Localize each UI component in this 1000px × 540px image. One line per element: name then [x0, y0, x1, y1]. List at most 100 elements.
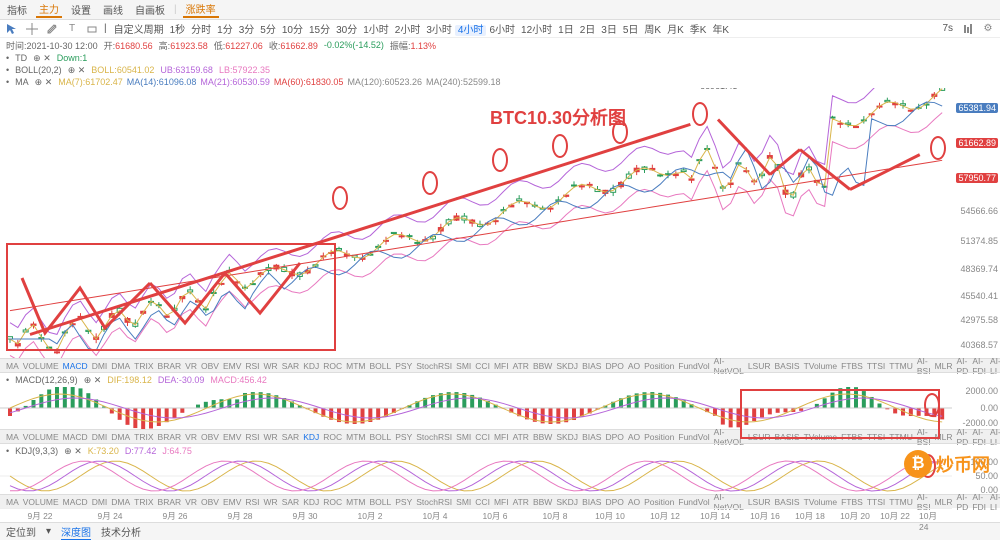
tb-settings[interactable]: 设置	[68, 2, 94, 17]
ind-BIAS[interactable]: BIAS	[582, 497, 601, 507]
ind-CCI[interactable]: CCI	[475, 497, 490, 507]
ind-EMV[interactable]: EMV	[223, 361, 241, 371]
ind-SAR[interactable]: SAR	[282, 497, 299, 507]
timeframe-年K[interactable]: 年K	[709, 25, 732, 36]
timeframe-1日[interactable]: 1日	[555, 25, 577, 36]
ind-DPO[interactable]: DPO	[605, 432, 623, 442]
ind-BRAR[interactable]: BRAR	[158, 497, 182, 507]
footer-ta[interactable]: 技术分析	[101, 524, 141, 539]
settings-icon[interactable]: ⚙	[980, 22, 996, 36]
timeframe-2小时[interactable]: 2小时	[392, 25, 424, 36]
ind-BBW[interactable]: BBW	[533, 432, 552, 442]
ind-FundVol[interactable]: FundVol	[678, 432, 709, 442]
timeframe-10分[interactable]: 10分	[279, 25, 306, 36]
ind-ROC[interactable]: ROC	[323, 432, 342, 442]
ind-DMI[interactable]: DMI	[92, 361, 108, 371]
ind-PSY[interactable]: PSY	[395, 432, 412, 442]
ind-AI-PD[interactable]: AI-PD	[957, 492, 969, 512]
timeframe-30分[interactable]: 30分	[333, 25, 360, 36]
tb-pct[interactable]: 涨跌率	[183, 1, 219, 18]
timeframe-6小时[interactable]: 6小时	[486, 25, 518, 36]
ind-OBV[interactable]: OBV	[201, 432, 219, 442]
ind-PSY[interactable]: PSY	[395, 497, 412, 507]
ind-TVolume[interactable]: TVolume	[804, 361, 838, 371]
kdj-panel[interactable]: • KDJ(9,3,3) ⊕ ✕ K:73.20 D:77.42 J:64.75…	[0, 443, 1000, 494]
ind-WR[interactable]: WR	[264, 432, 278, 442]
ind-AO[interactable]: AO	[628, 432, 640, 442]
ind-DMA[interactable]: DMA	[111, 497, 130, 507]
ind-BOLL[interactable]: BOLL	[370, 432, 392, 442]
timeframe-月K[interactable]: 月K	[664, 25, 687, 36]
ind-ROC[interactable]: ROC	[323, 497, 342, 507]
ind-TVolume[interactable]: TVolume	[804, 497, 838, 507]
ind-VR[interactable]: VR	[185, 432, 197, 442]
ind-DMI[interactable]: DMI	[92, 432, 108, 442]
ind-BOLL[interactable]: BOLL	[370, 497, 392, 507]
ind-ATR[interactable]: ATR	[513, 361, 529, 371]
ind-SKDJ[interactable]: SKDJ	[556, 432, 578, 442]
ind-MA[interactable]: MA	[6, 497, 19, 507]
ind-LSUR[interactable]: LSUR	[748, 361, 771, 371]
ind-BIAS[interactable]: BIAS	[582, 432, 601, 442]
ind-DMI[interactable]: DMI	[92, 497, 108, 507]
ind-DPO[interactable]: DPO	[605, 361, 623, 371]
ind-SKDJ[interactable]: SKDJ	[556, 361, 578, 371]
ind-BRAR[interactable]: BRAR	[158, 361, 182, 371]
ind-WR[interactable]: WR	[264, 361, 278, 371]
timeframe-4小时[interactable]: 4小时	[455, 25, 487, 36]
ind-TTMU[interactable]: TTMU	[889, 361, 913, 371]
ind-Position[interactable]: Position	[644, 361, 674, 371]
timeframe-2日[interactable]: 2日	[577, 25, 599, 36]
timeframe-季K[interactable]: 季K	[687, 25, 710, 36]
ind-StochRSI[interactable]: StochRSI	[416, 432, 452, 442]
timeframe-3分[interactable]: 3分	[236, 25, 258, 36]
ind-DPO[interactable]: DPO	[605, 497, 623, 507]
ind-TRIX[interactable]: TRIX	[134, 497, 153, 507]
ind-MTM[interactable]: MTM	[346, 432, 365, 442]
ind-MFI[interactable]: MFI	[494, 361, 509, 371]
ind-KDJ[interactable]: KDJ	[303, 497, 319, 507]
ind-MACD[interactable]: MACD	[63, 432, 88, 442]
timeframe-1小时[interactable]: 1小时	[360, 25, 392, 36]
ind-VOLUME[interactable]: VOLUME	[23, 361, 59, 371]
ind-TTSI[interactable]: TTSI	[867, 361, 885, 371]
timeframe-3小时[interactable]: 3小时	[423, 25, 455, 36]
ind-BASIS[interactable]: BASIS	[775, 361, 800, 371]
ind-TRIX[interactable]: TRIX	[134, 432, 153, 442]
ind-PSY[interactable]: PSY	[395, 361, 412, 371]
ind-MLR[interactable]: MLR	[935, 497, 953, 507]
tb-panel[interactable]: 自画板	[132, 2, 168, 17]
ind-OBV[interactable]: OBV	[201, 361, 219, 371]
timeframe-12小时[interactable]: 12小时	[518, 25, 555, 36]
ind-MACD[interactable]: MACD	[63, 497, 88, 507]
ind-FundVol[interactable]: FundVol	[678, 361, 709, 371]
ind-MTM[interactable]: MTM	[346, 361, 365, 371]
ind-WR[interactable]: WR	[264, 497, 278, 507]
ind-KDJ[interactable]: KDJ	[303, 361, 319, 371]
chart-style-icon[interactable]	[960, 22, 976, 36]
ind-ATR[interactable]: ATR	[513, 497, 529, 507]
ind-EMV[interactable]: EMV	[223, 497, 241, 507]
ind-VOLUME[interactable]: VOLUME	[23, 432, 59, 442]
ind-LSUR[interactable]: LSUR	[748, 497, 771, 507]
ind-MTM[interactable]: MTM	[346, 497, 365, 507]
ind-SKDJ[interactable]: SKDJ	[556, 497, 578, 507]
ind-BOLL[interactable]: BOLL	[370, 361, 392, 371]
tb-draw[interactable]: 画线	[100, 2, 126, 17]
timeframe-1秒[interactable]: 1秒	[167, 25, 189, 36]
ind-StochRSI[interactable]: StochRSI	[416, 497, 452, 507]
ind-BIAS[interactable]: BIAS	[582, 361, 601, 371]
macd-panel[interactable]: • MACD(12,26,9) ⊕ ✕ DIF:198.12 DEA:-30.0…	[0, 372, 1000, 429]
ind-AO[interactable]: AO	[628, 361, 640, 371]
tb-main[interactable]: 主力	[36, 1, 62, 18]
ind-SMI[interactable]: SMI	[456, 432, 471, 442]
crosshair-icon[interactable]	[24, 22, 40, 36]
ind-DMA[interactable]: DMA	[111, 361, 130, 371]
ind-ATR[interactable]: ATR	[513, 432, 529, 442]
footer-depth[interactable]: 深度图	[61, 524, 91, 540]
ind-EMV[interactable]: EMV	[223, 432, 241, 442]
ind-KDJ[interactable]: KDJ	[303, 432, 319, 442]
ind-RSI[interactable]: RSI	[245, 497, 259, 507]
ind-MFI[interactable]: MFI	[494, 432, 509, 442]
timeframe-5分[interactable]: 5分	[257, 25, 279, 36]
